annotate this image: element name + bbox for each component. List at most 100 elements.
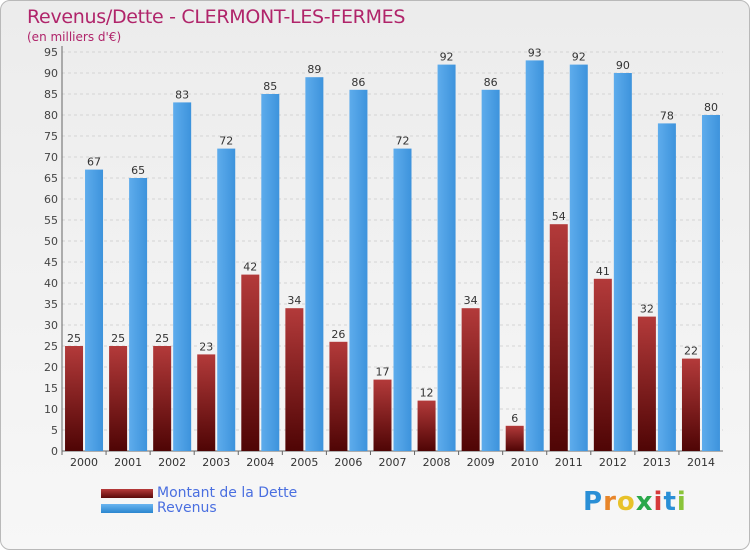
bar-revenus [701, 115, 720, 451]
legend-swatch-dette [101, 489, 153, 498]
logo-letter: i [676, 487, 687, 517]
y-tick-label: 0 [51, 445, 58, 458]
data-label-revenus: 90 [616, 59, 630, 72]
logo-letter: t [663, 487, 677, 517]
data-label-dette: 34 [464, 294, 478, 307]
bar-dette [549, 224, 568, 451]
bar-dette [461, 308, 480, 451]
x-tick-label: 2003 [202, 456, 230, 469]
logo-letter: r [603, 487, 617, 517]
bar-revenus [569, 64, 588, 451]
bar-revenus [657, 123, 676, 452]
x-tick-label: 2010 [511, 456, 539, 469]
bar-dette [65, 346, 84, 451]
y-tick-label: 75 [44, 130, 58, 143]
bar-dette [681, 358, 700, 451]
logo-letter: P [583, 487, 604, 517]
data-label-revenus: 92 [572, 51, 586, 64]
data-label-revenus: 85 [263, 80, 277, 93]
data-label-dette: 26 [331, 328, 345, 341]
data-label-dette: 25 [67, 332, 81, 345]
bar-revenus [217, 148, 236, 451]
data-label-revenus: 83 [175, 88, 189, 101]
bar-revenus [393, 148, 412, 451]
data-label-dette: 25 [155, 332, 169, 345]
data-label-revenus: 65 [131, 164, 145, 177]
legend-label-dette: Montant de la Dette [157, 485, 298, 501]
proxiti-logo: Proxiti [583, 487, 687, 517]
x-tick-label: 2009 [467, 456, 495, 469]
x-tick-label: 2008 [423, 456, 451, 469]
y-tick-label: 95 [44, 46, 58, 59]
y-tick-label: 50 [44, 235, 58, 248]
data-label-dette: 32 [640, 303, 654, 316]
data-label-revenus: 92 [440, 51, 454, 64]
bar-dette [153, 346, 172, 451]
bar-revenus [437, 64, 456, 451]
y-tick-label: 30 [44, 319, 58, 332]
bar-dette [197, 354, 216, 451]
bar-revenus [261, 94, 280, 451]
y-tick-label: 40 [44, 277, 58, 290]
data-label-revenus: 93 [528, 46, 542, 59]
bar-dette [109, 346, 128, 451]
data-label-dette: 12 [420, 387, 434, 400]
bar-dette [241, 274, 260, 451]
bar-revenus [349, 89, 368, 452]
data-label-dette: 6 [511, 412, 518, 425]
data-label-revenus: 67 [87, 156, 101, 169]
y-tick-label: 80 [44, 109, 58, 122]
bar-revenus [525, 60, 544, 452]
x-tick-label: 2012 [599, 456, 627, 469]
y-tick-label: 5 [51, 424, 58, 437]
x-tick-label: 2004 [246, 456, 274, 469]
bar-revenus [173, 102, 192, 452]
logo-letter: o [616, 487, 636, 517]
data-label-dette: 25 [111, 332, 125, 345]
y-tick-label: 45 [44, 256, 58, 269]
chart-title: Revenus/Dette - CLERMONT-LES-FERMES [27, 6, 406, 28]
data-label-revenus: 86 [484, 76, 498, 89]
y-tick-label: 55 [44, 214, 58, 227]
x-tick-label: 2002 [158, 456, 186, 469]
y-tick-label: 90 [44, 67, 58, 80]
data-label-dette: 42 [243, 261, 257, 274]
y-tick-label: 85 [44, 88, 58, 101]
data-label-dette: 17 [376, 366, 390, 379]
data-label-revenus: 72 [219, 135, 233, 148]
data-label-dette: 54 [552, 210, 566, 223]
x-tick-label: 2013 [643, 456, 671, 469]
bar-dette [637, 316, 656, 451]
x-tick-label: 2005 [290, 456, 318, 469]
x-tick-label: 2001 [114, 456, 142, 469]
data-label-revenus: 86 [351, 76, 365, 89]
bar-dette [417, 400, 436, 451]
data-label-revenus: 72 [396, 135, 410, 148]
x-tick-label: 2011 [555, 456, 583, 469]
x-tick-label: 2007 [379, 456, 407, 469]
data-label-dette: 34 [287, 294, 301, 307]
chart-subtitle: (en milliers d'€) [27, 30, 122, 44]
logo-letter: x [635, 487, 654, 517]
bar-dette [285, 308, 304, 451]
data-label-revenus: 89 [307, 63, 321, 76]
x-tick-label: 2006 [334, 456, 362, 469]
data-label-dette: 41 [596, 265, 610, 278]
bar-revenus [305, 77, 324, 451]
data-label-dette: 23 [199, 340, 213, 353]
y-tick-label: 65 [44, 172, 58, 185]
data-label-revenus: 80 [704, 101, 718, 114]
y-tick-label: 20 [44, 361, 58, 374]
data-label-revenus: 78 [660, 109, 674, 122]
legend-label-revenus: Revenus [157, 500, 217, 516]
data-label-dette: 22 [684, 345, 698, 358]
y-tick-label: 10 [44, 403, 58, 416]
x-tick-label: 2014 [687, 456, 715, 469]
x-tick-label: 2000 [70, 456, 98, 469]
y-tick-label: 15 [44, 382, 58, 395]
bar-dette [329, 341, 348, 451]
y-tick-label: 70 [44, 151, 58, 164]
y-tick-label: 60 [44, 193, 58, 206]
